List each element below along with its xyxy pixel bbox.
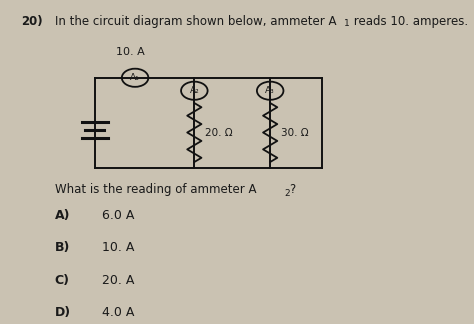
Text: 2: 2 <box>284 189 290 198</box>
Text: 4.0 A: 4.0 A <box>102 306 134 319</box>
Text: B): B) <box>55 241 70 254</box>
Text: In the circuit diagram shown below, ammeter A: In the circuit diagram shown below, amme… <box>55 15 336 28</box>
Text: reads 10. amperes.: reads 10. amperes. <box>350 15 468 28</box>
Text: 20. Ω: 20. Ω <box>205 128 232 137</box>
Text: ?: ? <box>289 183 295 196</box>
Text: 20): 20) <box>21 15 43 28</box>
Text: 1: 1 <box>344 19 350 29</box>
Text: C): C) <box>55 274 70 287</box>
Text: 6.0 A: 6.0 A <box>102 209 134 222</box>
Text: 20. A: 20. A <box>102 274 134 287</box>
Text: A₁: A₁ <box>130 73 140 82</box>
Text: What is the reading of ammeter A: What is the reading of ammeter A <box>55 183 256 196</box>
Text: 10. A: 10. A <box>116 47 145 57</box>
Text: A₂: A₂ <box>190 86 199 95</box>
Text: A₃: A₃ <box>265 86 275 95</box>
Text: A): A) <box>55 209 70 222</box>
Text: 10. A: 10. A <box>102 241 134 254</box>
Text: 30. Ω: 30. Ω <box>281 128 308 137</box>
Text: D): D) <box>55 306 71 319</box>
